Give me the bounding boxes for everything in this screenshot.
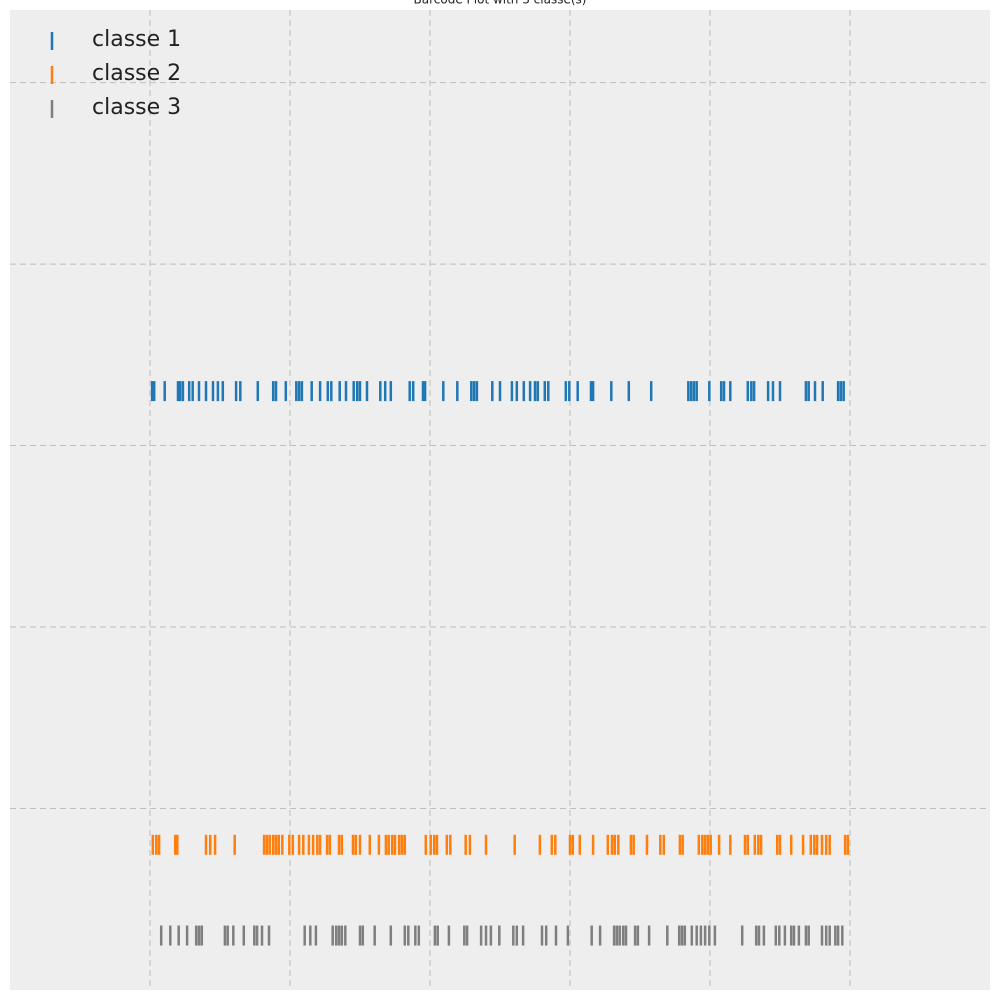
legend-label: classe 1 xyxy=(92,27,181,52)
legend-label: classe 3 xyxy=(92,95,181,120)
plot-area xyxy=(10,10,990,990)
chart-title: Barcode Plot with 3 classe(s) xyxy=(414,0,587,7)
legend-label: classe 2 xyxy=(92,61,181,86)
